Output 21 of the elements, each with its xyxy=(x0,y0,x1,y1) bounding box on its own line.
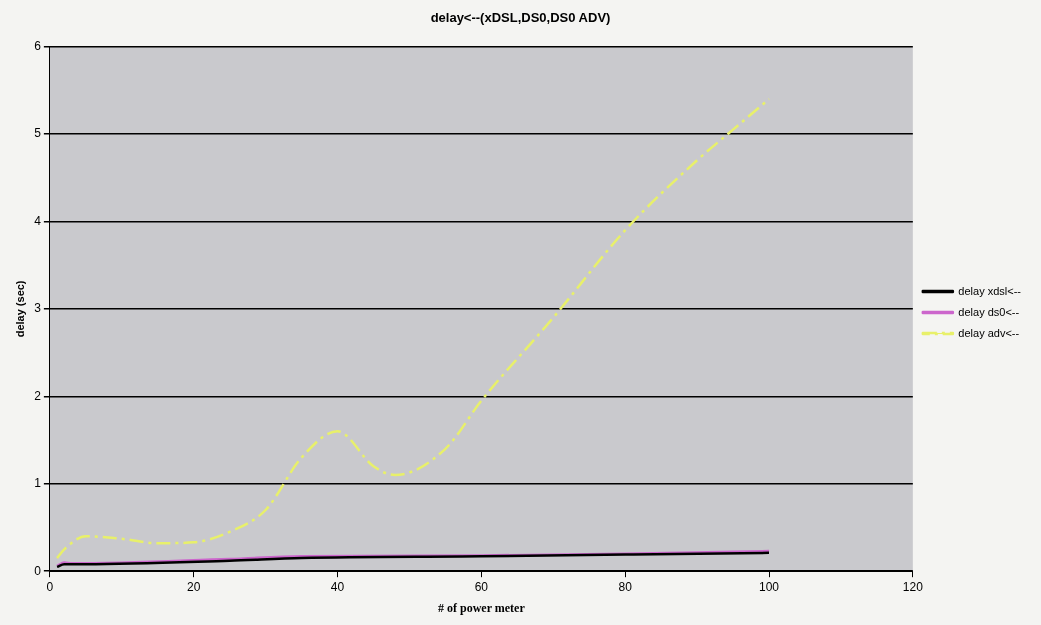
y-tick-label: 2 xyxy=(34,388,42,403)
x-tick-label: 40 xyxy=(330,579,345,594)
y-tick-label: 4 xyxy=(34,213,42,228)
y-tick-label: 1 xyxy=(34,476,42,491)
x-tick-label: 0 xyxy=(46,579,54,594)
legend-label: delay ds0<-- xyxy=(958,305,1020,318)
y-tick-label: 5 xyxy=(34,126,42,141)
y-axis-title: delay (sec) xyxy=(13,280,26,338)
chart-title: delay<--(xDSL,DS0,DS0 ADV) xyxy=(430,10,611,26)
legend-label: delay xdsl<-- xyxy=(958,284,1022,297)
legend-label: delay adv<-- xyxy=(958,326,1020,339)
y-tick-label: 3 xyxy=(34,301,42,316)
x-tick-label: 60 xyxy=(474,579,489,594)
x-tick-label: 20 xyxy=(187,579,201,594)
line-series xyxy=(55,97,771,560)
y-tick-label: 0 xyxy=(34,563,42,578)
x-tick-label: 80 xyxy=(618,579,633,594)
x-axis-title: # of power meter xyxy=(437,600,526,615)
x-tick-label: 100 xyxy=(758,579,780,594)
x-tick-label: 120 xyxy=(902,579,924,594)
y-tick-label: 6 xyxy=(34,38,42,53)
